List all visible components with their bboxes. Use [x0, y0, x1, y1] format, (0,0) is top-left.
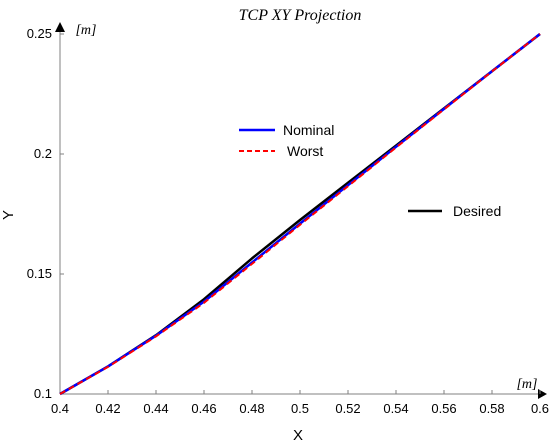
legend-label-nominal: Nominal	[283, 122, 334, 138]
series-group	[59, 33, 541, 396]
x-tick-label: 0.44	[143, 401, 168, 416]
x-tick-label: 0.5	[291, 401, 309, 416]
x-tick-label: 0.56	[431, 401, 456, 416]
y-unit-label: [m]	[75, 23, 96, 38]
x-tick-label: 0.52	[335, 401, 360, 416]
series-line-worst	[59, 33, 541, 395]
legend-label-worst: Worst	[287, 143, 323, 159]
x-axis-arrow-icon	[538, 389, 547, 399]
x-tick-label: 0.54	[383, 401, 408, 416]
y-tick-label: 0.1	[34, 386, 52, 401]
x-tick-label: 0.46	[191, 401, 216, 416]
x-tick-label: 0.4	[51, 401, 69, 416]
y-tick-label: 0.2	[34, 146, 52, 161]
y-tick-labels: 0.1 0.15 0.2 0.25	[27, 26, 64, 401]
x-tick-label: 0.42	[95, 401, 120, 416]
chart-title: TCP XY Projection	[239, 7, 362, 24]
x-tick-label: 0.48	[239, 401, 264, 416]
x-tick-labels: 0.4 0.42 0.44 0.46 0.48 0.5 0.52 0.54 0.56 0.58 0.…	[51, 390, 549, 416]
x-axis-label: X	[293, 427, 303, 444]
legend-item-desired: Desired	[408, 203, 501, 219]
x-unit-label: [m]	[516, 377, 537, 392]
legend-item-worst: Worst	[239, 143, 323, 159]
x-tick-label: 0.58	[479, 401, 504, 416]
legend: Nominal Worst Desired	[239, 122, 501, 219]
y-axis-arrow-icon	[55, 22, 65, 32]
x-tick-label: 0.6	[531, 401, 549, 416]
y-axis-label: Y	[0, 210, 17, 220]
legend-label-desired: Desired	[453, 203, 501, 219]
y-tick-label: 0.15	[27, 266, 52, 281]
legend-item-nominal: Nominal	[239, 122, 334, 138]
y-tick-label: 0.25	[27, 26, 52, 41]
